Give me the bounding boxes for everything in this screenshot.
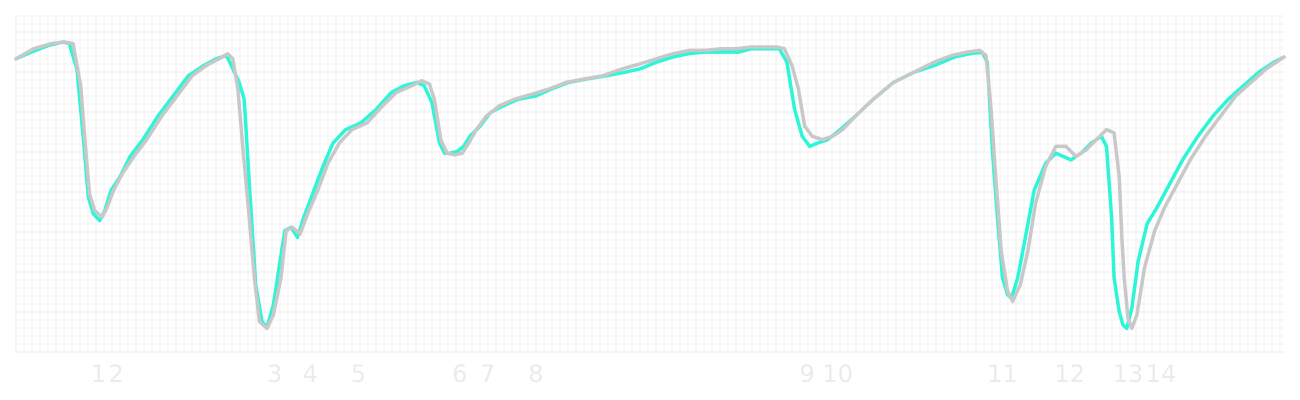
x-tick-label: 6: [452, 360, 467, 388]
x-tick-label: 14: [1146, 360, 1177, 388]
x-tick-label: 5: [351, 360, 366, 388]
x-tick-label: 4: [303, 360, 318, 388]
series-group: [14, 40, 1286, 331]
x-tick-label: 2: [109, 360, 124, 388]
x-tick-label: 3: [267, 360, 282, 388]
x-tick-label: 1: [91, 360, 106, 388]
grid: [15, 15, 1284, 353]
x-tick-label: 9: [800, 360, 815, 388]
x-tick-label: 10: [822, 360, 853, 388]
x-tick-label: 11: [987, 360, 1018, 388]
x-tick-label: 13: [1113, 360, 1144, 388]
x-tick-labels: 1 2 3 4 5 6 7 8 9 10 11 12 13 14: [91, 360, 1177, 388]
x-tick-label: 7: [480, 360, 495, 388]
series-line-1: [14, 40, 1286, 331]
series-line-2: [14, 40, 1286, 331]
x-tick-label: 12: [1054, 360, 1085, 388]
x-tick-label: 8: [528, 360, 543, 388]
